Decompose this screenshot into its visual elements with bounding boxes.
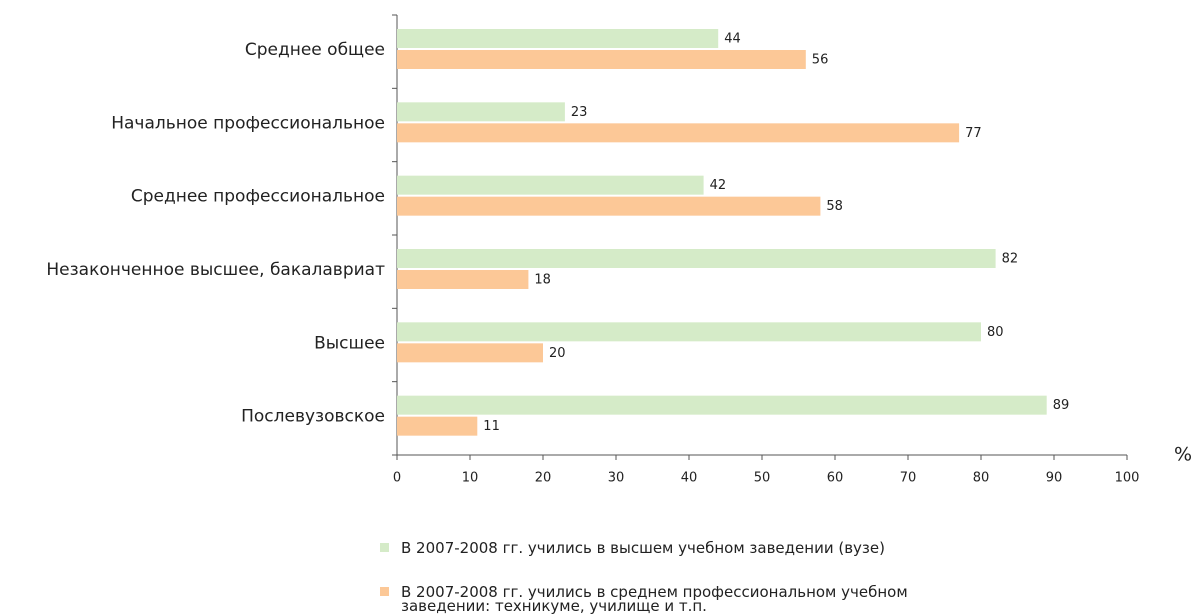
bar — [397, 123, 960, 143]
value-label: 44 — [724, 32, 741, 47]
bar — [397, 29, 719, 48]
bar — [397, 270, 529, 289]
legend-label: В 2007-2008 гг. учились в среднем профес… — [401, 583, 908, 615]
bar — [397, 416, 478, 436]
bar — [397, 102, 565, 122]
y-tick-label: Высшее — [314, 333, 385, 353]
bar — [397, 343, 543, 363]
legend-item: В 2007-2008 гг. учились в высшем учебном… — [380, 539, 940, 557]
value-label: 77 — [965, 126, 982, 141]
value-label: 56 — [812, 53, 829, 68]
legend-swatch — [380, 543, 389, 552]
legend-label: В 2007-2008 гг. учились в высшем учебном… — [401, 539, 885, 557]
value-label: 82 — [1002, 252, 1019, 267]
x-axis-label: % — [1174, 444, 1192, 466]
x-tick-label: 60 — [827, 471, 844, 486]
bar — [397, 50, 806, 69]
y-tick-label: Среднее общее — [245, 40, 385, 60]
bar — [397, 249, 996, 268]
bar — [397, 175, 704, 195]
y-tick-label: Послевузовское — [241, 407, 385, 427]
y-tick-label: Среднее профессиональное — [131, 187, 385, 207]
x-tick-label: 50 — [754, 471, 771, 486]
bar — [397, 322, 981, 342]
x-tick-label: 80 — [973, 471, 990, 486]
value-label: 80 — [987, 325, 1004, 340]
legend-swatch — [380, 587, 389, 596]
x-tick-label: 100 — [1115, 471, 1140, 486]
value-label: 42 — [710, 178, 727, 193]
legend-item: В 2007-2008 гг. учились в среднем профес… — [380, 583, 940, 615]
value-label: 11 — [483, 419, 500, 434]
value-label: 18 — [534, 273, 551, 288]
x-tick-label: 30 — [608, 471, 625, 486]
value-label: 23 — [571, 105, 588, 120]
chart: % 0 10 20 30 40 50 60 70 80 90 100 Среднее общее 44 5… — [46, 14, 1192, 486]
value-label: 20 — [549, 346, 566, 361]
x-tick-label: 10 — [462, 471, 479, 486]
x-tick-label: 90 — [1046, 471, 1063, 486]
bar — [397, 395, 1047, 415]
x-tick-label: 40 — [681, 471, 698, 486]
x-tick-label: 20 — [535, 471, 552, 486]
x-tick-label: 70 — [900, 471, 917, 486]
x-tick-label: 0 — [393, 471, 401, 486]
value-label: 58 — [826, 199, 843, 214]
y-tick-label: Незаконченное высшее, бакалавриат — [46, 260, 385, 280]
y-tick-label: Начальное профессиональное — [111, 113, 385, 133]
value-label: 89 — [1053, 398, 1070, 413]
bar — [397, 196, 821, 216]
